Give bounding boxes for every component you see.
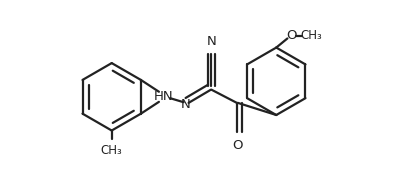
Text: CH₃: CH₃: [101, 144, 123, 157]
Text: CH₃: CH₃: [300, 29, 322, 42]
Text: O: O: [286, 29, 297, 42]
Text: N: N: [181, 98, 191, 111]
Text: N: N: [206, 35, 216, 48]
Text: HN: HN: [154, 90, 174, 103]
Text: O: O: [232, 139, 243, 152]
